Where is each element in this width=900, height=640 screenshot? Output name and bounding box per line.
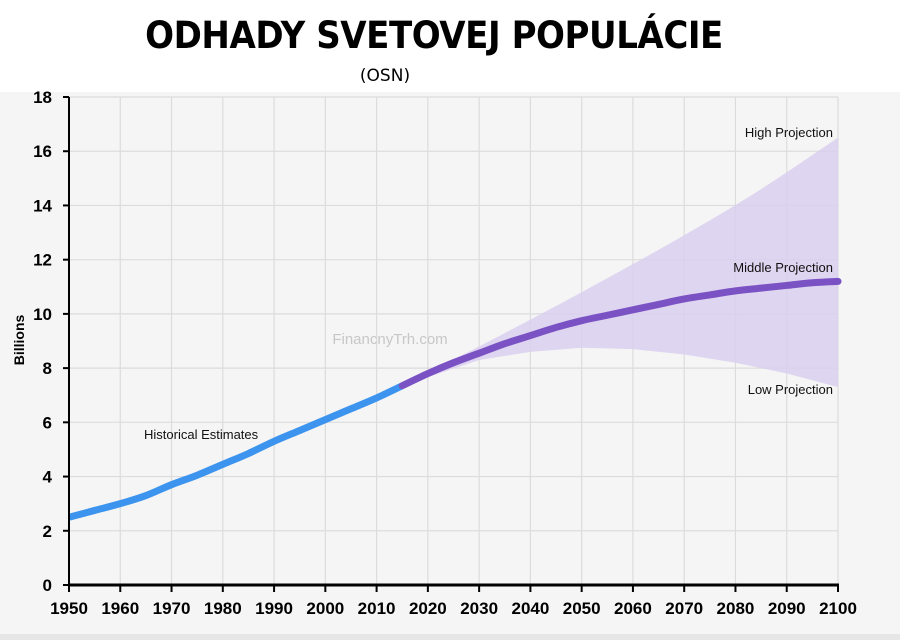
y-tick-label: 2 [43, 522, 52, 541]
y-tick-label: 16 [33, 142, 52, 161]
x-tick-label: 1970 [153, 599, 191, 618]
x-tick-label: 1980 [204, 599, 242, 618]
x-tick-label: 2100 [819, 599, 857, 618]
x-tick-label: 2080 [717, 599, 755, 618]
axes: 1950 1960 1970 1980 1990 2000 2010 2020 2030 2040… [33, 88, 857, 618]
y-tick-label: 10 [33, 305, 52, 324]
historical-estimates-line [68, 382, 404, 521]
labels: Billions High Projection Middle Projection… [11, 125, 833, 442]
middle-projection-label: Middle Projection [733, 260, 833, 275]
watermark-text: FinancnyTrh.com [332, 331, 447, 348]
y-axis-title: Billions [11, 315, 27, 366]
x-tick-label: 2020 [409, 599, 447, 618]
x-tick-label: 1950 [50, 599, 88, 618]
y-tick-label: 18 [33, 88, 52, 107]
x-tick-label: 2070 [665, 599, 703, 618]
x-tick-label: 1990 [255, 599, 293, 618]
middle-projection-line [398, 277, 842, 390]
y-tick-label: 14 [33, 196, 52, 215]
chart-subtitle: (OSN) [359, 66, 411, 86]
x-tick-label: 2000 [306, 599, 344, 618]
x-tick-label: 2090 [768, 599, 806, 618]
historical-estimates-label: Historical Estimates [144, 427, 259, 442]
x-tick-label: 2060 [614, 599, 652, 618]
series-lines [68, 277, 842, 521]
x-tick-label: 2030 [460, 599, 498, 618]
y-tick-label: 12 [33, 251, 52, 270]
projection-range-area [402, 137, 838, 388]
high-projection-label: High Projection [745, 125, 833, 140]
y-tick-label: 0 [43, 576, 52, 595]
x-tick-label: 1960 [101, 599, 139, 618]
low-projection-label: Low Projection [748, 382, 833, 397]
x-tick-label: 2010 [358, 599, 396, 618]
x-tick-label: 2040 [511, 599, 549, 618]
bottom-scroll-strip [0, 634, 900, 640]
y-tick-label: 8 [43, 359, 52, 378]
y-tick-label: 6 [43, 413, 52, 432]
projection-band [402, 137, 838, 388]
x-tick-label: 2050 [563, 599, 601, 618]
chart-title: ODHADY SVETOVEJ POPULÁCIE [145, 14, 723, 57]
y-tick-label: 4 [43, 468, 53, 487]
